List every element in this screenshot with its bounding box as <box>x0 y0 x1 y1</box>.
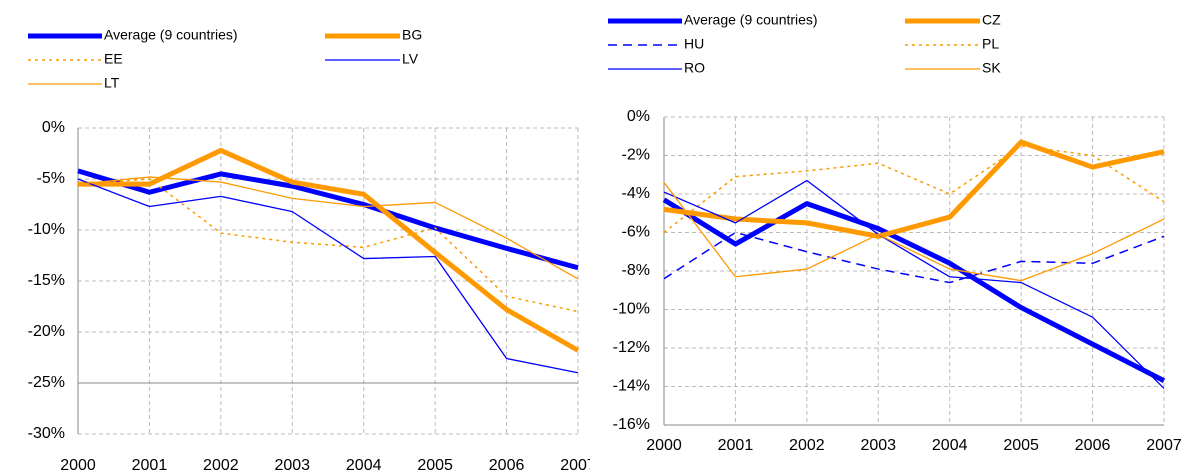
x-tick-label: 2005 <box>417 457 453 474</box>
legend-label: Average (9 countries) <box>104 27 238 43</box>
legend-label: RO <box>684 60 705 76</box>
y-tick-label: -4% <box>622 185 650 202</box>
y-tick-label: -20% <box>28 323 65 340</box>
right-chart: -16% -14% -12% -10% -8% -6% -4% -2% 0% 2000 2001 20… <box>608 12 1182 454</box>
x-tick-label: 2004 <box>932 437 968 454</box>
series-line <box>77 178 579 374</box>
series-line <box>77 168 579 271</box>
series-line <box>662 197 1166 383</box>
y-tick-label: -8% <box>622 262 650 279</box>
legend-label: CZ <box>982 12 1001 28</box>
y-tick-label: -10% <box>28 221 65 238</box>
series-line <box>663 182 1165 282</box>
x-tick-label: 2001 <box>718 437 754 454</box>
legend-label: BG <box>402 27 422 43</box>
y-tick-label: 0% <box>627 108 650 125</box>
x-tick-label: 2003 <box>274 457 310 474</box>
x-tick-label: 2002 <box>789 437 825 454</box>
y-tick-label: -6% <box>622 224 650 241</box>
series-line <box>77 178 579 313</box>
legend-label: HU <box>684 36 704 52</box>
y-tick-label: -12% <box>613 339 650 356</box>
series-line <box>78 147 580 353</box>
y-tick-label: -5% <box>37 170 65 187</box>
x-tick-label: 2002 <box>203 457 239 474</box>
legend-label: LT <box>104 75 120 91</box>
x-tick-label: 2007 <box>1146 437 1182 454</box>
legend-label: PL <box>982 36 999 52</box>
x-tick-label: 2004 <box>346 457 382 474</box>
x-tick-label: 2005 <box>1003 437 1039 454</box>
series-line <box>77 176 579 280</box>
series-line <box>663 145 1165 234</box>
legend-label: Average (9 countries) <box>684 12 818 28</box>
x-tick-label: 2006 <box>1075 437 1111 454</box>
x-tick-label: 2000 <box>60 457 96 474</box>
y-tick-label: -15% <box>28 272 65 289</box>
series-line <box>663 139 1165 239</box>
x-tick-label: 2003 <box>860 437 896 454</box>
legend-label: SK <box>982 60 1001 76</box>
x-tick-label: 2007 <box>560 457 596 474</box>
y-tick-label: -30% <box>28 425 65 442</box>
left-chart: -30% -25% -20% -15% -10% -5% 0% 2000 2001 2002 200… <box>28 27 596 475</box>
legend-label: EE <box>104 51 123 67</box>
y-tick-label: 0% <box>42 119 65 136</box>
x-tick-label: 2006 <box>489 457 525 474</box>
legend-label: LV <box>402 51 419 67</box>
y-tick-label: -2% <box>622 147 650 164</box>
x-tick-label: 2000 <box>646 437 682 454</box>
series-line <box>663 179 1165 389</box>
series-line <box>663 231 1165 284</box>
y-tick-label: -25% <box>28 374 65 391</box>
y-tick-label: -14% <box>613 378 650 395</box>
x-tick-label: 2001 <box>132 457 168 474</box>
y-tick-label: -16% <box>613 416 650 433</box>
y-tick-label: -10% <box>613 301 650 318</box>
